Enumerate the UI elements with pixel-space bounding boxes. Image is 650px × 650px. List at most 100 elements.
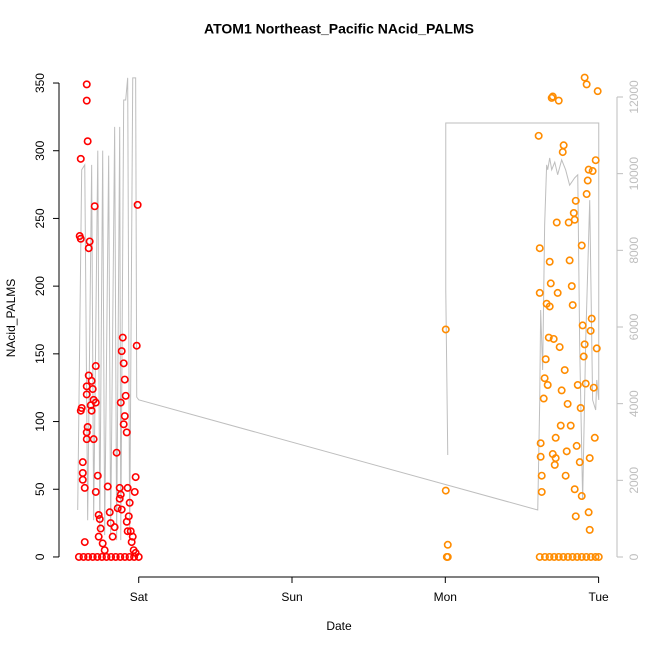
point — [551, 433, 560, 442]
point — [577, 241, 586, 250]
point — [545, 257, 554, 266]
point — [585, 454, 594, 463]
point — [555, 343, 564, 352]
point — [93, 552, 102, 561]
x-axis-label: Date — [326, 619, 352, 633]
y2-tick-label: 8000 — [627, 237, 641, 264]
y-tick-label: 250 — [33, 208, 47, 228]
point — [107, 552, 116, 561]
y2-tick-label: 0 — [627, 553, 641, 560]
point — [545, 552, 554, 561]
point — [128, 532, 137, 541]
point — [588, 167, 597, 176]
point — [584, 165, 593, 174]
point — [106, 519, 115, 528]
point — [591, 552, 600, 561]
point — [562, 447, 571, 456]
point — [568, 552, 577, 561]
point — [82, 96, 91, 105]
point — [80, 538, 89, 547]
point — [78, 475, 87, 484]
point — [108, 532, 117, 541]
point — [78, 458, 87, 467]
y-tick-label: 150 — [33, 344, 47, 364]
point — [133, 200, 142, 209]
point — [556, 421, 565, 430]
point — [537, 471, 546, 480]
point — [131, 473, 140, 482]
line — [77, 77, 600, 541]
point — [553, 288, 562, 297]
point — [443, 540, 452, 549]
point — [534, 131, 543, 140]
point — [557, 386, 566, 395]
point — [558, 148, 567, 157]
point — [93, 471, 102, 480]
point — [580, 73, 589, 82]
point — [120, 552, 129, 561]
point — [130, 487, 139, 496]
point — [103, 482, 112, 491]
point — [120, 375, 129, 384]
y-tick-label: 0 — [33, 553, 47, 560]
point — [583, 176, 592, 185]
y2-tick-label: 12000 — [627, 80, 641, 114]
point — [552, 218, 561, 227]
point — [576, 404, 585, 413]
point — [559, 141, 568, 150]
point — [119, 359, 128, 368]
point — [118, 333, 127, 342]
point — [577, 552, 586, 561]
y2-tick-label: 6000 — [627, 313, 641, 340]
point — [443, 552, 452, 561]
point — [535, 288, 544, 297]
point — [132, 341, 141, 350]
point — [441, 486, 450, 495]
point — [549, 334, 558, 343]
point — [91, 362, 100, 371]
point — [550, 460, 559, 469]
point — [590, 433, 599, 442]
point — [113, 504, 122, 513]
point — [570, 485, 579, 494]
point — [540, 374, 549, 383]
point — [79, 552, 88, 561]
point — [539, 394, 548, 403]
y2-tick-label: 2000 — [627, 467, 641, 494]
point — [563, 552, 572, 561]
point — [87, 376, 96, 385]
point — [582, 80, 591, 89]
point — [90, 202, 99, 211]
point — [117, 347, 126, 356]
y-axis-label: NAcid_PALMS — [4, 279, 18, 357]
point — [579, 352, 588, 361]
point — [568, 301, 577, 310]
point — [87, 406, 96, 415]
point — [566, 421, 575, 430]
point — [115, 494, 124, 503]
x-tick-label: Tue — [588, 590, 609, 604]
y2-tick-label: 10000 — [627, 157, 641, 191]
point — [97, 552, 106, 561]
point — [94, 510, 103, 519]
point — [559, 552, 568, 561]
point — [76, 234, 85, 243]
point — [130, 552, 139, 561]
point — [76, 154, 85, 163]
y2-tick-label: 4000 — [627, 390, 641, 417]
point — [573, 552, 582, 561]
point — [83, 422, 92, 431]
chart-title: ATOM1 Northeast_Pacific NAcid_PALMS — [204, 21, 474, 37]
point — [569, 209, 578, 218]
point — [88, 385, 97, 394]
point — [91, 398, 100, 407]
point — [120, 412, 129, 421]
point — [123, 483, 132, 492]
point — [105, 508, 114, 517]
point — [573, 380, 582, 389]
point — [536, 439, 545, 448]
point — [543, 380, 552, 389]
point — [550, 552, 559, 561]
point — [537, 487, 546, 496]
x-tick-label: Sat — [130, 590, 149, 604]
